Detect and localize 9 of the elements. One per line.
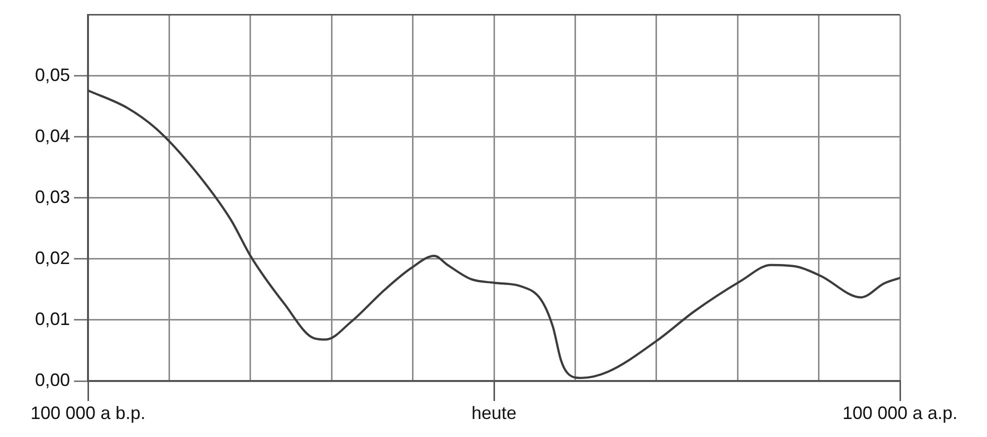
y-tick-label: 0,01 [34, 308, 70, 329]
y-tick-label: 0,02 [34, 248, 70, 268]
y-tick-label: 0,03 [34, 186, 70, 207]
y-tick-label: 0,00 [34, 370, 70, 390]
y-tick-label: 0,04 [34, 126, 70, 146]
y-tick-label: 0,05 [34, 64, 70, 85]
x-tick-label: heute [471, 402, 517, 423]
x-tick-label: 100 000 a a.p. [842, 402, 958, 423]
x-tick-label: 100 000 a b.p. [30, 402, 146, 423]
